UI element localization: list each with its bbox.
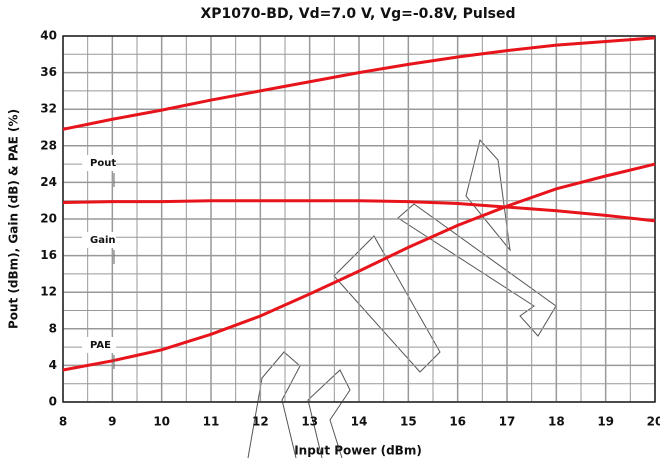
x-tick-label: 16 bbox=[449, 415, 466, 429]
x-tick-label: 8 bbox=[59, 415, 67, 429]
y-axis-label: Pout (dBm), Gain (dB) & PAE (%) bbox=[7, 109, 21, 329]
y-tick-label: 28 bbox=[40, 138, 57, 152]
x-tick-label: 12 bbox=[252, 415, 269, 429]
x-tick-label: 19 bbox=[597, 415, 614, 429]
y-tick-label: 36 bbox=[40, 65, 57, 79]
y-tick-label: 24 bbox=[40, 175, 57, 189]
y-tick-label: 0 bbox=[49, 395, 57, 409]
x-tick-label: 11 bbox=[203, 415, 220, 429]
y-tick-label: 4 bbox=[49, 358, 57, 372]
y-tick-label: 32 bbox=[40, 102, 57, 116]
y-tick-label: 12 bbox=[40, 285, 57, 299]
x-tick-label: 9 bbox=[108, 415, 116, 429]
x-tick-label: 14 bbox=[351, 415, 368, 429]
x-tick-label: 15 bbox=[400, 415, 417, 429]
y-tick-label: 16 bbox=[40, 248, 57, 262]
x-tick-label: 17 bbox=[499, 415, 516, 429]
legend-label: Pout bbox=[90, 158, 116, 169]
chart-title: XP1070-BD, Vd=7.0 V, Vg=-0.8V, Pulsed bbox=[200, 6, 515, 22]
y-tick-label: 40 bbox=[40, 29, 57, 43]
watermark bbox=[248, 140, 556, 458]
y-tick-label: 8 bbox=[49, 321, 57, 335]
x-tick-label: 20 bbox=[647, 415, 660, 429]
x-tick-label: 10 bbox=[153, 415, 170, 429]
legend-label: Gain bbox=[90, 235, 116, 246]
chart: XP1070-BD, Vd=7.0 V, Vg=-0.8V, Pulsed In… bbox=[0, 0, 660, 461]
y-tick-label: 20 bbox=[40, 212, 57, 226]
x-tick-label: 13 bbox=[301, 415, 318, 429]
x-tick-label: 18 bbox=[548, 415, 565, 429]
x-axis-label: Input Power (dBm) bbox=[294, 444, 422, 458]
legend-label: PAE bbox=[90, 340, 111, 351]
